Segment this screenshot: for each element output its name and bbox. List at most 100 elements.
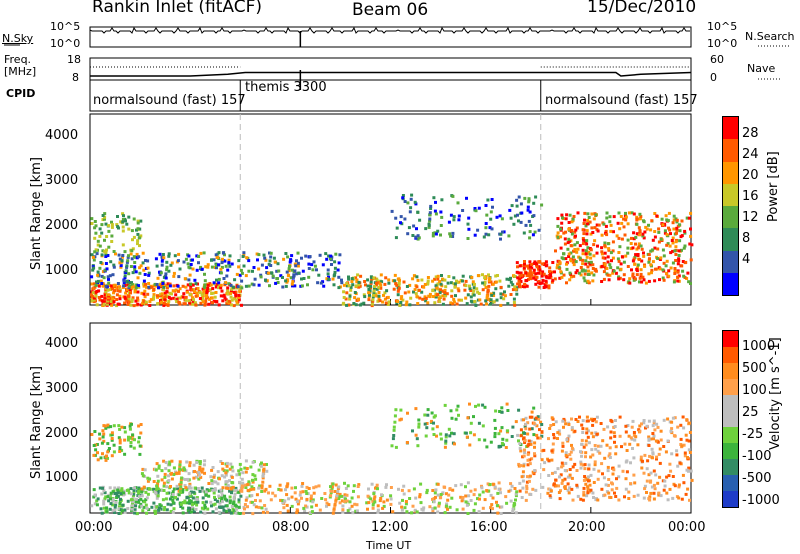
velocity-echo-cell bbox=[431, 507, 435, 511]
velocity-echo-cell bbox=[344, 497, 347, 501]
velocity-echo-cell bbox=[474, 404, 477, 408]
velocity-echo-cell bbox=[281, 501, 285, 505]
power-echo-cell bbox=[362, 293, 366, 297]
power-echo-cell bbox=[372, 293, 375, 297]
power-echo-cell bbox=[519, 202, 523, 206]
power-echo-cell bbox=[632, 257, 636, 261]
power-echo-cell bbox=[165, 268, 169, 272]
power-echo-cell bbox=[413, 200, 417, 204]
velocity-echo-cell bbox=[309, 497, 313, 500]
velocity-echo-cell bbox=[92, 444, 96, 447]
velocity-echo-cell bbox=[209, 475, 213, 479]
power-echo-cell bbox=[662, 278, 666, 282]
power-echo-cell bbox=[626, 238, 630, 242]
velocity-echo-cell bbox=[170, 459, 174, 463]
power-echo-cell bbox=[428, 213, 432, 217]
power-echo-cell bbox=[635, 267, 639, 271]
power-echo-cell bbox=[665, 218, 669, 222]
power-echo-cell bbox=[138, 227, 142, 231]
power-echo-cell bbox=[461, 279, 464, 283]
velocity-echo-cell bbox=[183, 478, 187, 481]
velocity-echo-cell bbox=[441, 491, 445, 495]
power-echo-cell bbox=[602, 277, 606, 281]
power-echo-cell bbox=[219, 283, 223, 287]
power-echo-cell bbox=[98, 227, 102, 231]
power-echo-cell bbox=[428, 295, 432, 299]
power-echo-cell bbox=[494, 287, 498, 291]
velocity-echo-cell bbox=[407, 489, 411, 493]
power-echo-cell bbox=[573, 248, 577, 251]
power-colorbar bbox=[722, 116, 739, 296]
velocity-echo-cell bbox=[203, 459, 207, 463]
velocity-echo-cell bbox=[494, 409, 498, 413]
velocity-echo-cell bbox=[528, 474, 532, 478]
power-echo-cell bbox=[167, 299, 171, 303]
velocity-echo-cell bbox=[443, 485, 447, 489]
velocity-echo-cell bbox=[155, 462, 159, 466]
velocity-echo-cell bbox=[340, 499, 344, 503]
velocity-echo-cell bbox=[477, 421, 481, 425]
velocity-echo-cell bbox=[139, 431, 143, 435]
power-echo-cell bbox=[423, 283, 427, 286]
velocity-echo-cell bbox=[397, 487, 400, 491]
power-echo-cell bbox=[300, 256, 303, 260]
velocity-echo-cell bbox=[608, 446, 612, 450]
velocity-echo-cell bbox=[245, 496, 249, 500]
power-echo-cell bbox=[232, 304, 236, 308]
velocity-echo-cell bbox=[419, 482, 423, 486]
velocity-echo-cell bbox=[587, 441, 591, 445]
velocity-echo-cell bbox=[549, 424, 553, 427]
velocity-echo-cell bbox=[426, 408, 430, 412]
velocity-echo-cell bbox=[220, 496, 224, 500]
power-echo-cell bbox=[523, 285, 527, 289]
power-echo-cell bbox=[142, 282, 146, 286]
power-echo-cell bbox=[357, 283, 361, 287]
power-echo-cell bbox=[590, 271, 594, 275]
velocity-echo-cell bbox=[594, 420, 598, 424]
velocity-echo-cell bbox=[181, 488, 185, 492]
velocity-echo-cell bbox=[213, 473, 216, 477]
power-echo-cell bbox=[642, 236, 646, 240]
velocity-echo-cell bbox=[398, 418, 402, 422]
velocity-echo-cell bbox=[623, 442, 627, 446]
power-echo-cell bbox=[556, 224, 560, 228]
power-echo-cell bbox=[200, 267, 204, 271]
velocity-echo-cell bbox=[187, 506, 191, 510]
power-echo-cell bbox=[596, 229, 600, 233]
power-echo-cell bbox=[641, 275, 645, 279]
colorbar-step bbox=[723, 206, 738, 229]
power-echo-cell bbox=[630, 236, 633, 240]
power-echo-cell bbox=[584, 252, 588, 256]
power-echo-cell bbox=[97, 296, 101, 299]
power-echo-cell bbox=[520, 273, 524, 277]
velocity-echo-cell bbox=[642, 419, 646, 422]
power-echo-cell bbox=[204, 265, 208, 269]
power-echo-cell bbox=[563, 237, 567, 241]
velocity-echo-cell bbox=[423, 422, 427, 426]
velocity-echo-cell bbox=[663, 479, 667, 483]
velocity-echo-cell bbox=[129, 441, 133, 444]
power-echo-cell bbox=[643, 264, 647, 268]
power-echo-cell bbox=[121, 254, 125, 257]
power-echo-cell bbox=[461, 274, 465, 278]
velocity-echo-cell bbox=[638, 424, 642, 428]
power-echo-cell bbox=[293, 269, 297, 273]
velocity-echo-cell bbox=[228, 499, 232, 503]
velocity-echo-cell bbox=[478, 493, 482, 497]
power-echo-cell bbox=[121, 212, 125, 216]
velocity-echo-cell bbox=[574, 418, 578, 421]
power-echo-cell bbox=[95, 303, 99, 307]
velocity-echo-cell bbox=[351, 511, 355, 515]
power-cbtick-20: 20 bbox=[742, 168, 759, 183]
velocity-echo-cell bbox=[590, 431, 594, 435]
velocity-echo-cell bbox=[137, 487, 141, 491]
velocity-echo-cell bbox=[446, 498, 450, 502]
power-echo-cell bbox=[535, 265, 539, 269]
velocity-echo-cell bbox=[547, 437, 550, 441]
power-echo-cell bbox=[232, 290, 236, 294]
vel-cbtick-25: 25 bbox=[742, 405, 759, 420]
power-echo-cell bbox=[203, 285, 206, 289]
power-echo-cell bbox=[145, 285, 148, 289]
velocity-echo-cell bbox=[203, 511, 207, 515]
power-echo-cell bbox=[348, 297, 352, 301]
